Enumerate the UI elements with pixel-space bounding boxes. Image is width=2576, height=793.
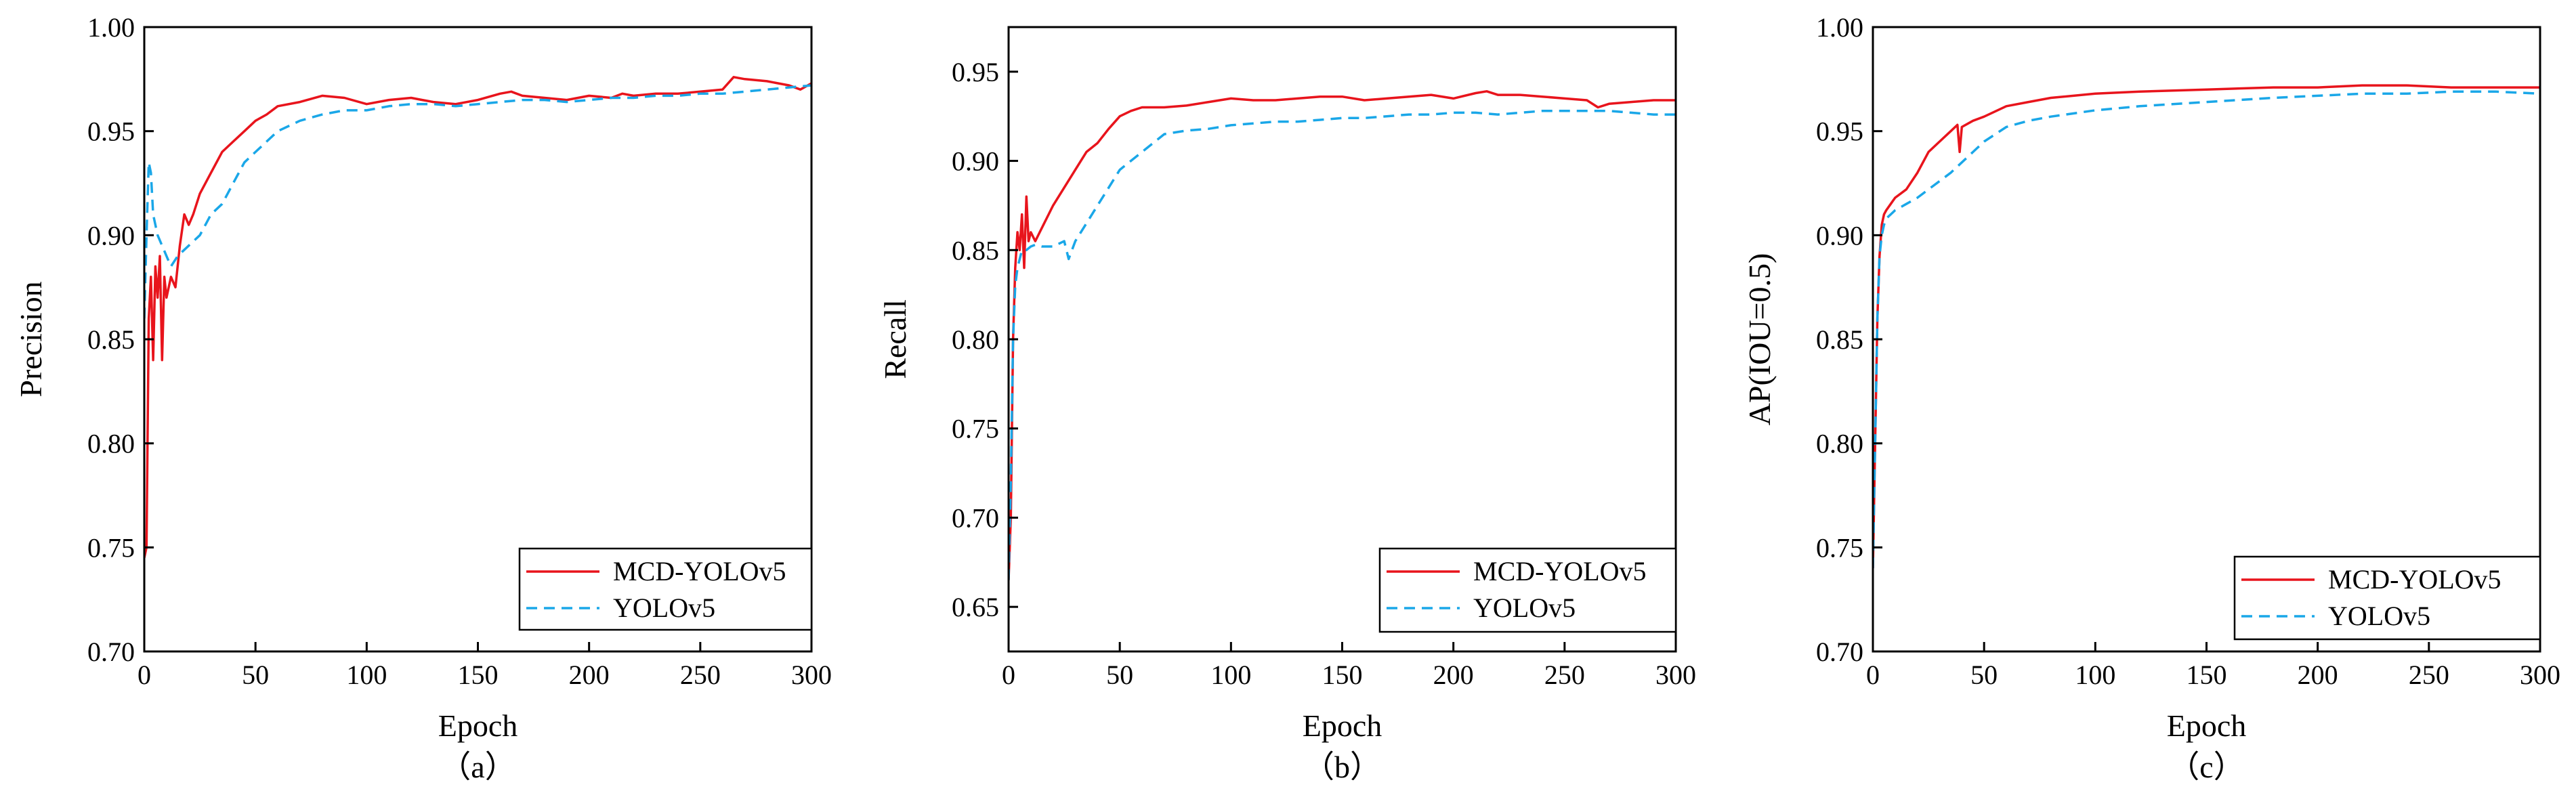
y-tick-label: 0.80	[87, 429, 135, 459]
y-tick-label: 0.70	[952, 502, 999, 533]
y-tick-label: 1.00	[87, 12, 135, 43]
x-tick-label: 0	[1002, 660, 1015, 690]
legend-box	[1378, 547, 1677, 633]
y-axis-title: Recall	[878, 299, 912, 379]
y-axis-title: Precision	[14, 281, 48, 397]
x-tick-label: 300	[791, 660, 832, 690]
panel-caption: （c）	[2168, 750, 2244, 784]
legend-label: MCD-YOLOv5	[2328, 564, 2501, 595]
series-line-mcd-yolov5	[144, 76, 811, 559]
y-tick-label: 0.65	[952, 592, 999, 622]
series-line-mcd-yolov5	[1009, 90, 1676, 580]
chart-panel-3: 0 50 100 150 200 250 300 0.70 0.75 0.80 0.85 0.90 0.…	[1742, 12, 2560, 784]
chart-panel-1: 0 50 100 150 200 250 300 0.70 0.75 0.80 0.85 0.90 0.…	[14, 12, 832, 784]
y-tick-label: 0.90	[952, 146, 999, 177]
legend-label: YOLOv5	[613, 593, 715, 623]
y-tick-label: 0.85	[87, 324, 135, 355]
series-line-yolov5	[1009, 110, 1676, 580]
legend-label: MCD-YOLOv5	[613, 556, 786, 586]
x-tick-label: 300	[2520, 660, 2560, 690]
x-tick-label: 50	[1106, 660, 1133, 690]
legend-box	[2233, 555, 2541, 641]
y-tick-label: 0.80	[952, 324, 999, 355]
legend-box	[518, 547, 813, 631]
y-tick-label: 0.75	[87, 532, 135, 563]
x-axis-title: Epoch	[438, 708, 518, 743]
x-tick-label: 200	[1433, 660, 1474, 690]
x-tick-label: 50	[1970, 660, 1998, 690]
y-tick-label: 1.00	[1816, 12, 1863, 43]
series-line-mcd-yolov5	[1873, 84, 2540, 569]
x-tick-label: 0	[1866, 660, 1880, 690]
legend: MCD-YOLOv5 YOLOv5	[1378, 547, 1677, 633]
y-tick-label: 0.95	[952, 57, 999, 87]
legend: MCD-YOLOv5 YOLOv5	[518, 547, 813, 631]
x-tick-label: 50	[242, 660, 269, 690]
y-tick-label: 0.95	[1816, 116, 1863, 147]
y-tick-label: 0.85	[1816, 324, 1863, 355]
x-axis-title: Epoch	[1303, 708, 1382, 743]
legend-label: YOLOv5	[2328, 601, 2430, 631]
series-line-yolov5	[144, 84, 811, 319]
x-axis-title: Epoch	[2167, 708, 2247, 743]
panel-caption: （a）	[440, 750, 515, 784]
y-tick-label: 0.90	[1816, 220, 1863, 251]
legend-label: MCD-YOLOv5	[1473, 556, 1647, 586]
x-tick-label: 100	[2075, 660, 2115, 690]
x-tick-label: 150	[458, 660, 499, 690]
x-tick-label: 200	[569, 660, 610, 690]
y-tick-label: 0.80	[1816, 429, 1863, 459]
x-tick-label: 250	[1544, 660, 1585, 690]
series-line-yolov5	[1873, 90, 2540, 569]
y-tick-label: 0.75	[952, 414, 999, 444]
chart-panel-2: 0 50 100 150 200 250 300 0.65 0.70 0.75 0.80 0.85 0.…	[878, 26, 1696, 784]
panel-caption: （b）	[1303, 750, 1381, 784]
y-tick-label: 0.70	[87, 637, 135, 667]
y-tick-label: 0.70	[1816, 637, 1863, 667]
y-axis-title: AP(IOU=0.5)	[1742, 253, 1777, 426]
x-tick-label: 250	[2409, 660, 2449, 690]
x-tick-label: 200	[2298, 660, 2338, 690]
y-tick-label: 0.85	[952, 235, 999, 265]
x-tick-label: 150	[1322, 660, 1363, 690]
legend-label: YOLOv5	[1473, 593, 1576, 623]
x-tick-label: 100	[346, 660, 387, 690]
y-tick-label: 0.90	[87, 220, 135, 251]
x-tick-label: 250	[680, 660, 721, 690]
legend: MCD-YOLOv5 YOLOv5	[2233, 555, 2541, 641]
x-tick-label: 100	[1210, 660, 1251, 690]
y-tick-label: 0.95	[87, 116, 135, 147]
x-tick-label: 150	[2187, 660, 2227, 690]
x-tick-label: 0	[138, 660, 151, 690]
x-tick-label: 300	[1655, 660, 1696, 690]
y-tick-label: 0.75	[1816, 532, 1863, 563]
